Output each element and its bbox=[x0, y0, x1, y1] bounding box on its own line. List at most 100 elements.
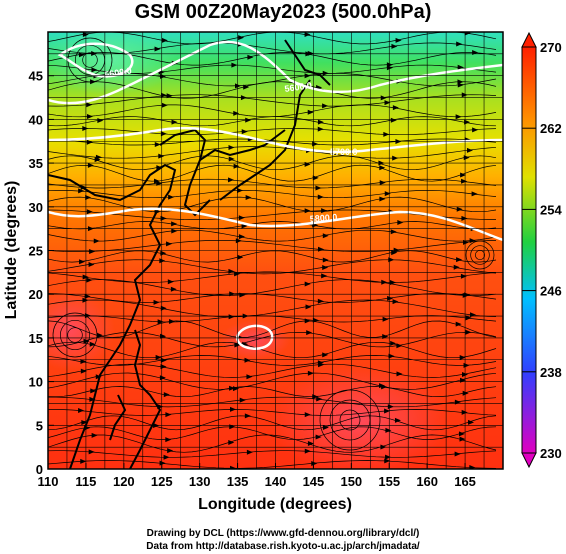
streamline-arrow bbox=[397, 219, 404, 225]
streamline-arrow bbox=[391, 250, 398, 256]
streamline-arrow bbox=[163, 454, 170, 460]
colorbar-top-arrow bbox=[521, 31, 537, 48]
streamline-arrow bbox=[311, 460, 318, 466]
contour-5700 bbox=[48, 126, 503, 154]
streamline-arrow bbox=[238, 35, 245, 41]
streamline-arrow bbox=[385, 427, 392, 433]
x-tick-label: 155 bbox=[378, 474, 400, 489]
contour-5800 bbox=[48, 207, 503, 242]
streamline-arrow bbox=[241, 223, 248, 229]
x-tick-label: 165 bbox=[454, 474, 476, 489]
streamline bbox=[48, 94, 497, 107]
streamline bbox=[48, 320, 497, 338]
streamline-arrow bbox=[96, 332, 103, 338]
streamline-arrow bbox=[381, 279, 388, 285]
x-axis-ticks: 110 115 120 125 130 135 140 145 150 155 160 165 bbox=[38, 463, 476, 489]
streamline-arrow bbox=[317, 298, 324, 304]
streamline-arrow bbox=[230, 465, 237, 469]
x-tick-label: 160 bbox=[416, 474, 438, 489]
streamline-arrow bbox=[459, 436, 466, 442]
colorbar-ticks: 270 262 254 246 238 230 bbox=[522, 40, 562, 461]
colorbar-tick-label: 262 bbox=[540, 121, 562, 136]
streamline bbox=[48, 460, 497, 469]
streamline-arrow bbox=[322, 70, 329, 76]
streamline-arrow bbox=[384, 100, 391, 106]
streamline-arrow bbox=[153, 299, 160, 305]
streamline-arrow bbox=[238, 234, 245, 240]
circulation-ring bbox=[465, 240, 495, 270]
streamline-arrow bbox=[157, 319, 164, 325]
streamline-arrow bbox=[456, 41, 463, 47]
streamline-arrow bbox=[155, 354, 162, 360]
streamline bbox=[48, 372, 497, 390]
x-tick-label: 125 bbox=[151, 474, 173, 489]
streamline-arrow bbox=[154, 142, 161, 148]
colorbar: 270 262 254 246 238 230 bbox=[521, 31, 562, 469]
streamline bbox=[48, 190, 497, 199]
streamline bbox=[48, 240, 497, 252]
streamline-arrow bbox=[233, 163, 240, 169]
y-tick-label: 30 bbox=[29, 200, 43, 215]
x-tick-label: 140 bbox=[265, 474, 287, 489]
streamline-arrow bbox=[161, 37, 168, 43]
y-axis-label: Latitude (degrees) bbox=[3, 181, 20, 320]
streamline-arrow bbox=[456, 206, 463, 212]
streamline-arrow bbox=[244, 413, 251, 419]
streamline-arrow bbox=[167, 448, 174, 454]
streamline-arrow bbox=[171, 228, 178, 234]
streamline-arrow bbox=[237, 254, 244, 260]
streamline-arrow bbox=[458, 431, 465, 437]
x-tick-label: 150 bbox=[340, 474, 362, 489]
x-tick-label: 120 bbox=[113, 474, 135, 489]
streamline-arrow bbox=[231, 62, 238, 68]
streamline-arrow bbox=[161, 102, 168, 108]
streamline-arrow bbox=[321, 208, 328, 214]
streamline-arrow bbox=[82, 125, 89, 131]
streamline-arrow bbox=[78, 188, 85, 194]
streamline-arrow bbox=[229, 406, 236, 412]
contour-low-north bbox=[57, 42, 134, 78]
streamline-arrow bbox=[165, 412, 172, 418]
streamline bbox=[48, 415, 497, 431]
streamline-arrow bbox=[79, 52, 86, 58]
streamline-arrow bbox=[461, 215, 468, 221]
contour-5600 bbox=[48, 40, 503, 105]
colorbar-bottom-arrow bbox=[521, 452, 537, 469]
streamline-arrow bbox=[472, 127, 479, 133]
circulation-ring bbox=[67, 327, 83, 343]
streamline-arrow bbox=[246, 374, 253, 380]
streamline-arrow bbox=[394, 417, 401, 423]
contour-label-1: 5600.0 bbox=[104, 65, 133, 80]
y-tick-label: 5 bbox=[36, 418, 43, 433]
streamline bbox=[48, 426, 497, 440]
streamline-arrow bbox=[87, 114, 94, 120]
streamline-arrow bbox=[461, 409, 468, 415]
streamline-arrow bbox=[235, 83, 242, 89]
streamline-arrow bbox=[156, 180, 163, 186]
streamline-arrow bbox=[318, 362, 325, 368]
colorbar-tick-label: 270 bbox=[540, 40, 562, 55]
streamline-arrow bbox=[391, 43, 398, 49]
streamline-arrow bbox=[159, 460, 166, 466]
streamline-arrow bbox=[312, 175, 319, 181]
contour-label-4: 5800.0 bbox=[309, 212, 337, 224]
streamline-arrow bbox=[80, 359, 87, 365]
streamline-arrow bbox=[307, 370, 314, 376]
streamline-arrow bbox=[460, 273, 467, 279]
streamline-arrow bbox=[244, 357, 251, 363]
streamline-arrow bbox=[247, 54, 254, 60]
streamline-arrow bbox=[381, 384, 388, 390]
streamline-arrow bbox=[163, 392, 170, 398]
streamline-arrow bbox=[384, 408, 391, 414]
streamline-arrow bbox=[464, 119, 471, 125]
streamline-arrow bbox=[317, 194, 324, 200]
streamline-arrow bbox=[386, 65, 393, 71]
streamline-arrow bbox=[91, 67, 98, 73]
credit-drawing: Drawing by DCL (https://www.gfd-dennou.o… bbox=[146, 528, 420, 539]
streamline bbox=[48, 209, 496, 220]
colorbar-tick-label: 246 bbox=[540, 284, 562, 299]
streamline-arrow bbox=[461, 178, 468, 184]
streamline-arrow bbox=[466, 147, 473, 153]
streamline-arrow bbox=[390, 229, 397, 235]
streamline-arrow bbox=[464, 292, 471, 298]
